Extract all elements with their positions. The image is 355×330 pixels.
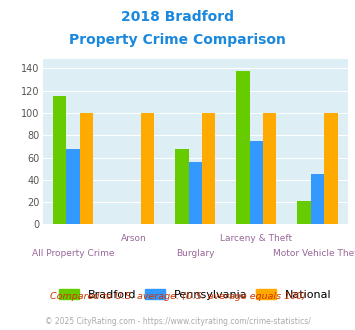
Text: All Property Crime: All Property Crime xyxy=(32,249,114,258)
Bar xyxy=(66,148,80,224)
Bar xyxy=(297,201,311,224)
Text: 2018 Bradford: 2018 Bradford xyxy=(121,10,234,24)
Bar xyxy=(53,96,66,224)
Legend: Bradford, Pennsylvania, National: Bradford, Pennsylvania, National xyxy=(54,285,336,305)
Bar xyxy=(263,113,277,224)
Bar xyxy=(141,113,154,224)
Bar xyxy=(175,148,189,224)
Bar xyxy=(202,113,215,224)
Text: Burglary: Burglary xyxy=(176,249,214,258)
Text: Larceny & Theft: Larceny & Theft xyxy=(220,234,293,243)
Text: Arson: Arson xyxy=(121,234,147,243)
Text: © 2025 CityRating.com - https://www.cityrating.com/crime-statistics/: © 2025 CityRating.com - https://www.city… xyxy=(45,317,310,326)
Bar xyxy=(324,113,338,224)
Bar xyxy=(80,113,93,224)
Bar xyxy=(236,71,250,224)
Text: Compared to U.S. average. (U.S. average equals 100): Compared to U.S. average. (U.S. average … xyxy=(50,292,305,301)
Bar xyxy=(250,141,263,224)
Bar xyxy=(189,162,202,224)
Text: Motor Vehicle Theft: Motor Vehicle Theft xyxy=(273,249,355,258)
Text: Property Crime Comparison: Property Crime Comparison xyxy=(69,33,286,47)
Bar xyxy=(311,174,324,224)
